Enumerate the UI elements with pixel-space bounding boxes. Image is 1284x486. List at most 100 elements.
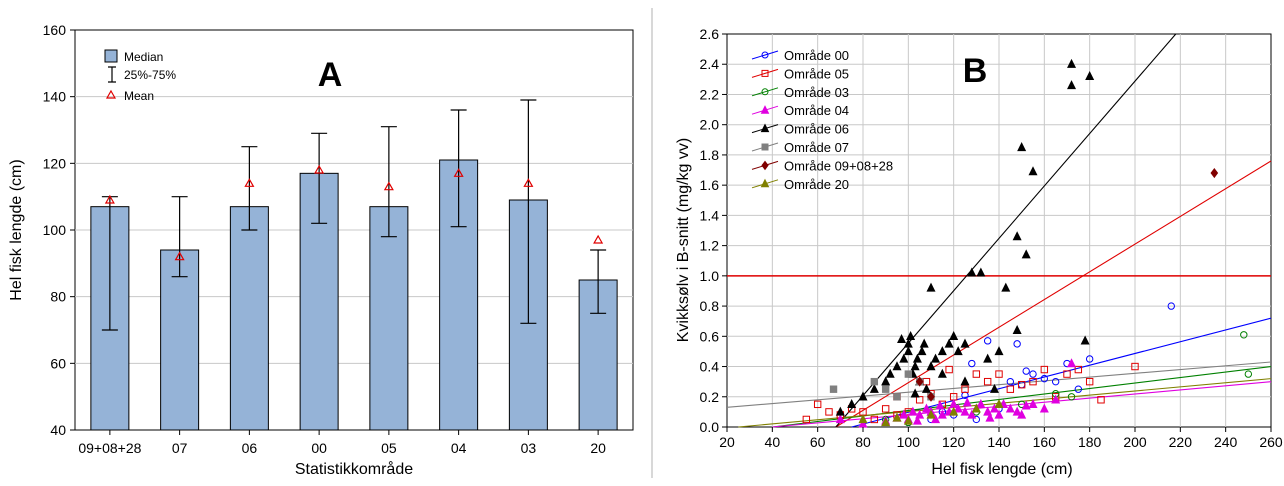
panel-b-x-tick-label: 220	[1169, 434, 1193, 450]
panel-b-point	[899, 409, 909, 419]
panel-b-point	[1012, 324, 1022, 334]
panel-b-point	[1012, 231, 1022, 241]
panel-b-point	[892, 412, 902, 422]
panel-a-x-tick-label: 06	[242, 440, 258, 456]
panel-b-point	[945, 365, 953, 374]
panel-b-point	[1040, 365, 1049, 374]
panel-b-point	[994, 409, 1004, 419]
panel-a-whisker	[311, 132, 328, 224]
panel-a-x-tick-label: 05	[381, 440, 397, 456]
panel-b-legend-marker	[761, 143, 769, 151]
panel-b-y-tick-label: 0.8	[700, 298, 720, 314]
panel-b-point	[995, 370, 1003, 378]
panel-b-point	[994, 399, 1004, 409]
panel-b-point	[976, 399, 986, 409]
panel-b-point	[1067, 58, 1077, 68]
panel-a-y-tick-label: 120	[43, 155, 67, 171]
panel-b-x-tick-label: 60	[810, 434, 826, 450]
panel-b-point	[858, 414, 868, 424]
panel-b-point	[971, 403, 981, 413]
panel-b-y-tick-label: 1.6	[700, 177, 720, 193]
panel-b-point	[1039, 403, 1049, 413]
legend-iqr-label: 25%-75%	[124, 68, 176, 82]
panel-a-legend: Median 25%-75% Mean	[104, 49, 176, 103]
legend-median-swatch	[104, 49, 118, 63]
panel-b-point	[989, 403, 999, 413]
panel-b-y-tick-label: 0.6	[700, 328, 720, 344]
panel-b-point	[1085, 377, 1094, 386]
panel-b-point	[921, 403, 931, 413]
panel-b-point	[985, 412, 995, 422]
panel-b-point	[921, 383, 931, 393]
panel-b-legend-marker	[761, 69, 769, 77]
panel-b-point	[1067, 358, 1077, 368]
panel-b-point	[1074, 385, 1083, 393]
panel-b-point	[1013, 340, 1021, 348]
panel-b-point	[885, 368, 895, 378]
panel-b-point	[994, 346, 1004, 356]
panel-b-x-tick-label: 100	[897, 434, 921, 450]
panel-b-point	[910, 361, 920, 371]
panel-a-x-tick-label: 04	[451, 440, 467, 456]
panel-b-y-tick-label: 0.2	[700, 389, 720, 405]
panel-a-x-tick-label: 09+08+28	[78, 440, 141, 456]
panel-b-x-tick-label: 160	[1033, 434, 1057, 450]
panel-b-point	[899, 353, 909, 363]
panel-b-point	[870, 377, 879, 386]
panel-b-x-tick-label: 200	[1123, 434, 1147, 450]
panel-b-y-tick-label: 2.4	[700, 56, 720, 72]
panel-b-fit-line	[772, 381, 1272, 428]
panel-a-mean-marker	[104, 194, 115, 204]
panel-b-legend-label: Område 06	[784, 122, 849, 137]
panel-b-point	[937, 368, 947, 378]
panel-b-legend-marker	[761, 88, 769, 96]
panel-a-x-tick-label: 07	[172, 440, 188, 456]
panel-a-whisker	[241, 146, 258, 231]
panel-b-points	[802, 58, 1253, 428]
panel-b-point	[953, 346, 963, 356]
panel-b-point	[1022, 367, 1030, 375]
panel-a-x-tick-label: 00	[311, 440, 327, 456]
panel-b-point	[881, 417, 891, 427]
panel-b-point	[1029, 370, 1037, 378]
panel-b-point	[829, 385, 838, 393]
panel-b-x-axis-label: Hel fisk lengde (cm)	[931, 461, 1072, 478]
panel-b-point	[960, 376, 970, 386]
panel-b-point	[1067, 393, 1076, 401]
panel-a-bar	[229, 206, 269, 431]
panel-b-point	[1021, 400, 1031, 410]
panel-b-point	[962, 397, 972, 407]
panel-b-point	[927, 391, 935, 402]
panel-b-point	[968, 359, 976, 368]
panel-b-point	[949, 330, 959, 341]
panel-b-fit-lines	[726, 33, 1272, 428]
panel-b-point	[1063, 370, 1071, 378]
panel-a-mean-marker	[174, 251, 185, 261]
panel-b-point	[1012, 406, 1022, 416]
panel-a-x-tick-label: 20	[590, 440, 606, 456]
panel-b-point	[931, 414, 941, 424]
panel-b-point	[835, 406, 845, 416]
panel-b-point	[1021, 249, 1031, 259]
panel-b-point	[931, 353, 941, 363]
panel-b-point	[935, 400, 945, 410]
panel-b-point	[937, 346, 947, 356]
panel-b-point	[983, 377, 992, 386]
panel-b-point	[1017, 409, 1027, 419]
panel-b-fit-line	[835, 33, 1177, 428]
panel-b-point	[915, 376, 924, 387]
panel-b-legend-marker	[760, 178, 770, 188]
panel-b-point	[1080, 335, 1090, 345]
panel-b-legend-line	[751, 68, 779, 78]
panel-b-legend-label: Område 07	[784, 140, 849, 155]
panel-b-y-tick-label: 0.4	[700, 359, 720, 375]
panel-b-point	[972, 370, 981, 378]
panel-b-point	[983, 337, 992, 345]
panel-b-point	[983, 353, 993, 363]
panel-b-point	[1028, 166, 1038, 176]
panel-b-point	[937, 409, 947, 419]
panel-b-x-tick-label: 260	[1259, 434, 1283, 450]
panel-b-point	[926, 282, 936, 292]
panel-b-point	[972, 415, 981, 424]
panel-b-point	[897, 334, 907, 344]
